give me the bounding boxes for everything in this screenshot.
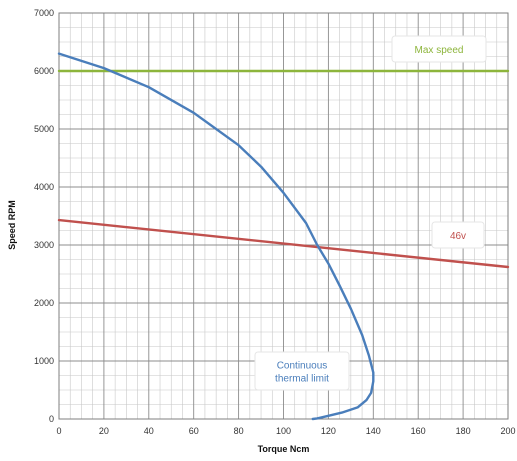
y-axis-title: Speed RPM — [7, 200, 17, 250]
y-tick-label: 6000 — [34, 66, 54, 76]
series-line-1 — [57, 218, 510, 269]
annotation-text: thermal limit — [275, 374, 329, 385]
annotation-text: Continuous — [277, 361, 328, 372]
x-tick-label: 100 — [276, 426, 291, 436]
annotation-box — [391, 35, 487, 63]
x-tick-label: 20 — [99, 426, 109, 436]
series-lines — [57, 52, 510, 421]
x-tick-label: 140 — [366, 426, 381, 436]
annotation-label-2: Continuous thermal limit — [254, 351, 350, 391]
y-tick-label: 7000 — [34, 8, 54, 18]
tick-labels: 0 20 40 60 80 100 120 140 160 180 2000100020003000… — [34, 8, 516, 436]
y-tick-label: 0 — [49, 414, 54, 424]
x-tick-label: 120 — [321, 426, 336, 436]
x-tick-label: 160 — [411, 426, 426, 436]
x-tick-label: 40 — [144, 426, 154, 436]
annotation-label-0: Max speed — [391, 35, 487, 63]
y-tick-label: 3000 — [34, 240, 54, 250]
y-tick-label: 4000 — [34, 182, 54, 192]
x-tick-label: 80 — [234, 426, 244, 436]
x-axis-title: Torque Ncm — [258, 444, 310, 454]
annotations: Max speed 46v Continuous thermal limit — [254, 35, 487, 391]
x-tick-label: 180 — [456, 426, 471, 436]
y-tick-label: 2000 — [34, 298, 54, 308]
y-tick-label: 1000 — [34, 356, 54, 366]
series-line-2 — [57, 52, 375, 421]
x-tick-label: 0 — [56, 426, 61, 436]
annotation-label-1: 46v — [431, 221, 485, 249]
annotation-box — [254, 351, 350, 391]
y-tick-label: 5000 — [34, 124, 54, 134]
annotation-text: Max speed — [415, 45, 464, 56]
annotation-text: 46v — [450, 231, 466, 242]
x-tick-label: 200 — [500, 426, 515, 436]
plot-border — [58, 12, 509, 420]
annotation-box — [431, 221, 485, 249]
x-tick-label: 60 — [189, 426, 199, 436]
